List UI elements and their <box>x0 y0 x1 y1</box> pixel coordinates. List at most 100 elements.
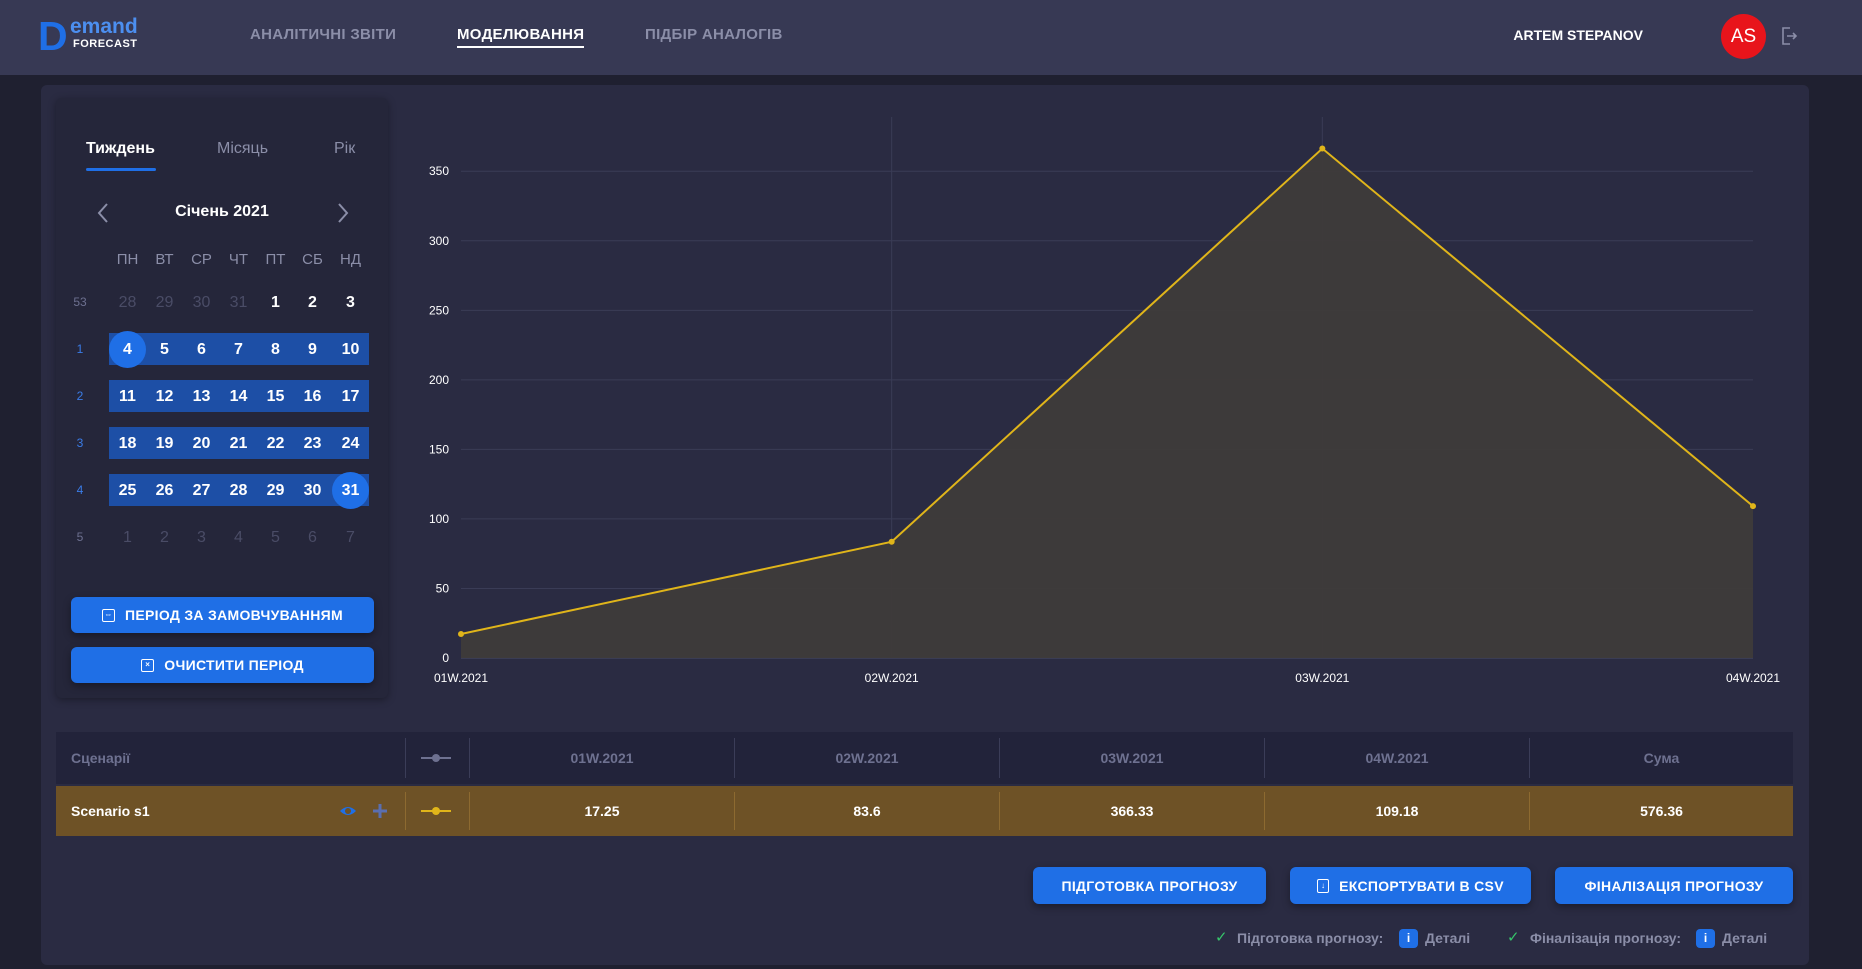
calendar-day[interactable]: 9 <box>308 341 317 358</box>
calendar-day[interactable]: 31 <box>229 294 248 311</box>
y-tick-label: 200 <box>429 373 449 387</box>
calendar-day[interactable]: 12 <box>155 388 174 405</box>
calendar-day[interactable]: 17 <box>341 388 360 405</box>
calendar-day[interactable]: 1 <box>123 529 132 546</box>
finalize-details-link[interactable]: Деталі <box>1722 930 1768 946</box>
calendar-day[interactable]: 30 <box>192 294 211 311</box>
calendar-day[interactable]: 5 <box>271 529 280 546</box>
info-icon[interactable]: i <box>1399 929 1418 948</box>
calendar-day[interactable]: 21 <box>229 435 248 452</box>
series-color-icon[interactable] <box>419 804 453 818</box>
logo-text: emand <box>70 15 138 38</box>
user-name: ARTEM STEPANOV <box>1513 27 1643 43</box>
calendar-day[interactable]: 14 <box>229 388 248 405</box>
selected-week-band <box>109 380 369 412</box>
calendar-day[interactable]: 15 <box>266 388 285 405</box>
table-row[interactable]: Scenario s1 17.25 83.6 366.33 109.18 576… <box>56 786 1793 836</box>
finalize-forecast-button[interactable]: ФІНАЛІЗАЦІЯ ПРОГНОЗУ <box>1555 867 1793 904</box>
calendar-day[interactable]: 8 <box>271 341 280 358</box>
prepare-forecast-button[interactable]: ПІДГОТОВКА ПРОГНОЗУ <box>1033 867 1266 904</box>
calendar-day[interactable]: 13 <box>192 388 211 405</box>
calendar-day[interactable]: 24 <box>341 435 360 452</box>
calendar-day[interactable]: 19 <box>155 435 174 452</box>
download-icon: ↓ <box>1317 878 1330 893</box>
calendar-day[interactable]: 1 <box>271 294 280 311</box>
chart-x-ticks: 01W.2021 02W.2021 03W.2021 04W.2021 <box>434 671 1780 685</box>
check-icon: ✓ <box>1507 929 1520 946</box>
column-divider <box>1264 792 1265 830</box>
calendar-day[interactable]: 23 <box>303 435 322 452</box>
tab-year[interactable]: Рік <box>334 140 356 157</box>
header-week-1: 01W.2021 <box>570 750 634 766</box>
calendar-day[interactable]: 2 <box>160 529 169 546</box>
calendar-day[interactable]: 29 <box>266 482 285 499</box>
chart-points <box>458 145 1756 638</box>
week-number[interactable]: 1 <box>76 342 84 356</box>
calendar-day[interactable]: 6 <box>197 341 206 358</box>
calendar-day[interactable]: 7 <box>234 341 243 358</box>
calendar-day[interactable]: 16 <box>303 388 322 405</box>
series-area <box>461 148 1753 658</box>
calendar-day[interactable]: 3 <box>197 529 206 546</box>
column-divider <box>999 738 1000 778</box>
calendar-day[interactable]: 10 <box>341 341 360 358</box>
calendar-day[interactable]: 4 <box>109 331 146 368</box>
calendar-day[interactable]: 5 <box>160 341 169 358</box>
info-icon[interactable]: i <box>1696 929 1715 948</box>
calendar-day[interactable]: 22 <box>266 435 285 452</box>
calendar-day[interactable]: 26 <box>155 482 174 499</box>
calendar-day[interactable]: 28 <box>229 482 248 499</box>
calendar-day[interactable]: 6 <box>308 529 317 546</box>
week-number[interactable]: 3 <box>76 436 84 450</box>
selected-week-band <box>109 474 369 506</box>
value-week-3: 366.33 <box>1110 803 1154 819</box>
calendar-day[interactable]: 27 <box>192 482 211 499</box>
eye-icon[interactable] <box>339 803 357 819</box>
nav-modeling[interactable]: МОДЕЛЮВАННЯ <box>457 26 585 48</box>
calendar-day[interactable]: 30 <box>303 482 322 499</box>
series-line <box>460 147 1754 635</box>
calendar-day[interactable]: 25 <box>118 482 137 499</box>
logo[interactable]: D emand FORECAST <box>38 15 168 57</box>
logo-subtitle: FORECAST <box>73 38 138 50</box>
calendar-day[interactable]: 2 <box>308 294 317 311</box>
x-tick-label: 02W.2021 <box>865 671 919 685</box>
default-period-button[interactable]: ⇔ ПЕРІОД ЗА ЗАМОВЧУВАННЯМ <box>71 597 374 633</box>
weekday-label: СР <box>191 251 212 268</box>
weekday-label: ПН <box>116 251 139 268</box>
avatar[interactable]: AS <box>1721 14 1766 59</box>
next-month-chevron-icon[interactable] <box>334 201 352 225</box>
nav-analytics-reports[interactable]: АНАЛІТИЧНІ ЗВІТИ <box>250 26 397 43</box>
calendar-day[interactable]: 4 <box>234 529 243 546</box>
calendar-day[interactable]: 31 <box>332 472 369 509</box>
nav-analog-selection[interactable]: ПІДБІР АНАЛОГІВ <box>645 26 783 43</box>
calendar-day[interactable]: 7 <box>346 529 355 546</box>
week-number[interactable]: 5 <box>76 530 84 544</box>
prepare-details-link[interactable]: Деталі <box>1425 930 1471 946</box>
calendar-day[interactable]: 20 <box>192 435 211 452</box>
clear-period-button[interactable]: × ОЧИСТИТИ ПЕРІОД <box>71 647 374 683</box>
month-label: Січень 2021 <box>175 203 269 220</box>
logout-icon[interactable] <box>1780 26 1798 46</box>
tab-month[interactable]: Місяць <box>217 140 269 157</box>
data-point <box>888 538 895 545</box>
data-point <box>458 631 464 638</box>
calendar-day[interactable]: 28 <box>118 294 137 311</box>
prev-month-chevron-icon[interactable] <box>94 201 112 225</box>
calendar-day[interactable]: 29 <box>155 294 174 311</box>
week-number[interactable]: 2 <box>76 389 84 403</box>
week-number[interactable]: 53 <box>73 295 87 309</box>
chart-area <box>461 148 1753 658</box>
column-divider <box>1264 738 1265 778</box>
calendar-day[interactable]: 18 <box>118 435 137 452</box>
export-csv-button[interactable]: ↓ ЕКСПОРТУВАТИ В CSV <box>1290 867 1531 904</box>
tab-week[interactable]: Тиждень <box>86 140 155 157</box>
chart-line <box>460 147 1754 635</box>
week-number[interactable]: 4 <box>76 483 84 497</box>
calendar-day[interactable]: 3 <box>346 294 355 311</box>
weekday-label: НД <box>340 251 361 268</box>
prepare-status-label: Підготовка прогнозу: <box>1237 930 1384 946</box>
calendar-day[interactable]: 11 <box>119 388 136 405</box>
move-icon[interactable] <box>372 803 388 819</box>
